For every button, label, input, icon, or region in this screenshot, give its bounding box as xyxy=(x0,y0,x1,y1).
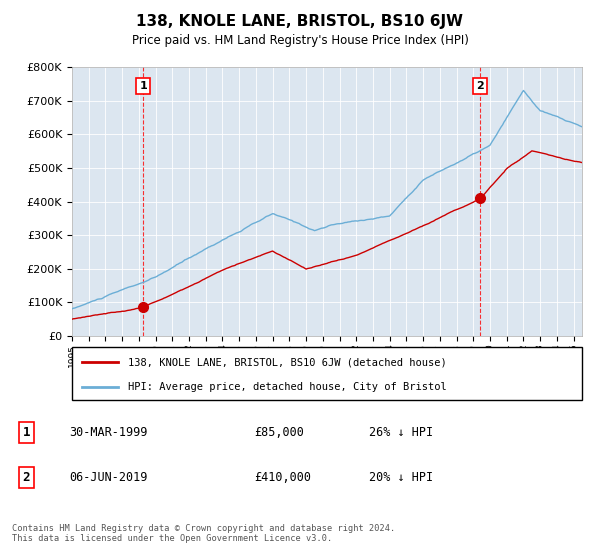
Text: Price paid vs. HM Land Registry's House Price Index (HPI): Price paid vs. HM Land Registry's House … xyxy=(131,34,469,46)
Text: £410,000: £410,000 xyxy=(254,471,311,484)
Text: Contains HM Land Registry data © Crown copyright and database right 2024.
This d: Contains HM Land Registry data © Crown c… xyxy=(12,524,395,543)
Text: 2: 2 xyxy=(476,81,484,91)
Text: 138, KNOLE LANE, BRISTOL, BS10 6JW (detached house): 138, KNOLE LANE, BRISTOL, BS10 6JW (deta… xyxy=(128,357,447,367)
Text: 1: 1 xyxy=(139,81,147,91)
Text: 06-JUN-2019: 06-JUN-2019 xyxy=(70,471,148,484)
Text: £85,000: £85,000 xyxy=(254,426,304,439)
FancyBboxPatch shape xyxy=(72,347,582,400)
Text: 2: 2 xyxy=(23,471,30,484)
Text: 1: 1 xyxy=(23,426,30,439)
Text: 30-MAR-1999: 30-MAR-1999 xyxy=(70,426,148,439)
Text: 20% ↓ HPI: 20% ↓ HPI xyxy=(369,471,433,484)
Text: HPI: Average price, detached house, City of Bristol: HPI: Average price, detached house, City… xyxy=(128,382,447,392)
Text: 138, KNOLE LANE, BRISTOL, BS10 6JW: 138, KNOLE LANE, BRISTOL, BS10 6JW xyxy=(137,14,464,29)
Text: 26% ↓ HPI: 26% ↓ HPI xyxy=(369,426,433,439)
